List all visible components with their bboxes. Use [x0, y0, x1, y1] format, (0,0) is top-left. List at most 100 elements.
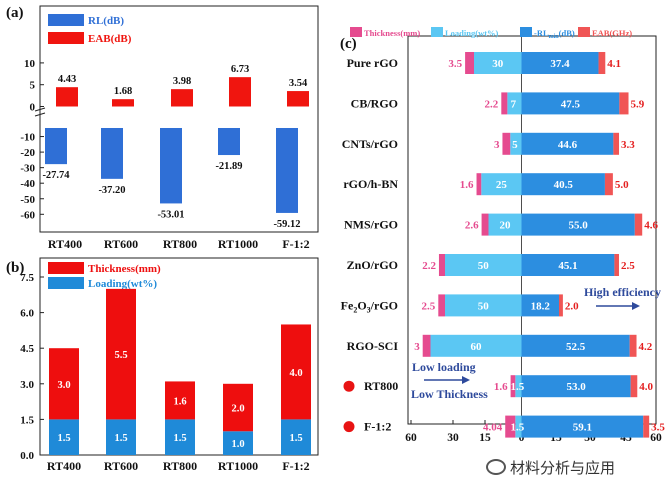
thickness-value-label: 2.2	[485, 98, 499, 110]
y-tick-label: -60	[20, 209, 35, 221]
rl-value-label: 53.0	[566, 381, 586, 393]
loading-bar	[281, 419, 311, 455]
x-tick-label: 30	[447, 432, 459, 444]
eab-value-label: 3.54	[289, 78, 308, 89]
rl-value-label: 59.1	[573, 422, 592, 434]
loading-bar	[445, 254, 522, 276]
loading-value-label: 25	[496, 179, 508, 191]
loading-value-label: 1.5	[511, 422, 525, 434]
x-tick-label: F-1:2	[282, 237, 309, 251]
thickness-value-label: 2.2	[422, 260, 436, 272]
x-tick-label: 15	[479, 432, 491, 444]
axis-break-mark	[34, 107, 46, 112]
thickness-value-label: 2.6	[465, 220, 479, 232]
y-tick-label: 3.0	[20, 379, 34, 391]
thickness-bar	[502, 132, 511, 155]
x-tick-label: 0	[519, 432, 525, 444]
thickness-bar	[438, 254, 445, 276]
thickness-bar	[165, 381, 195, 420]
legend-rl-main: -RL	[534, 28, 549, 38]
legend-label: EAB(GHz)	[592, 28, 632, 38]
thickness-value-label: 1.6	[173, 396, 186, 407]
thickness-value-label: 1.6	[460, 179, 474, 191]
thickness-bar	[505, 415, 516, 438]
annotation-high-efficiency: High efficiency	[584, 285, 661, 299]
rl-value-label: 40.5	[554, 179, 574, 191]
thickness-value-label: 3.0	[57, 380, 70, 391]
x-tick-label: RT400	[47, 459, 81, 473]
y-tick-label: 7.5	[20, 272, 34, 284]
highlight-dot	[343, 421, 355, 433]
eab-bar	[604, 173, 613, 196]
eab-value-label: 4.2	[639, 341, 653, 353]
rl-bar	[218, 127, 240, 156]
legend-loading-swatch	[431, 27, 443, 37]
rl-bar	[160, 127, 182, 204]
thickness-bar	[106, 288, 136, 420]
material-label-part: 2	[353, 305, 357, 314]
legend-eab-swatch	[578, 27, 590, 37]
material-label-part: /rGO	[370, 298, 398, 312]
thickness-bar	[476, 173, 482, 196]
annotation-low-thickness: Low Thickness	[411, 387, 488, 401]
eab-bar	[558, 294, 563, 317]
loading-value-label: 50	[478, 260, 490, 272]
rl-value-label: 55.0	[569, 220, 589, 232]
x-tick-label: RT800	[163, 459, 197, 473]
thickness-bar	[438, 294, 445, 317]
material-label: RGO-SCI	[347, 339, 399, 353]
plot-frame	[39, 5, 319, 233]
thickness-bar	[422, 334, 431, 357]
material-label: RT800	[364, 379, 398, 393]
eab-value-label: 4.1	[607, 58, 621, 70]
loading-value-label: 60	[471, 341, 483, 353]
panel-c: (c) Thickness(mm) Loading(wt%) -RLmin(dB) EA…	[340, 27, 665, 444]
y-tick-label: -30	[20, 163, 35, 175]
loading-value-label: 1.0	[231, 439, 244, 450]
y-tick-label: -10	[20, 132, 35, 144]
eab-value-label: 5.9	[631, 98, 645, 110]
eab-bar	[598, 52, 606, 74]
panel-label: (a)	[6, 5, 24, 21]
thickness-value-label: 3	[414, 341, 420, 353]
eab-bar	[56, 87, 78, 107]
legend-rl-unit: (dB)	[559, 28, 575, 38]
panel-label: (b)	[6, 260, 24, 276]
loading-bar	[507, 92, 522, 115]
thickness-bar	[481, 213, 489, 236]
material-label-part: Fe	[341, 298, 354, 312]
arrowhead-low-loading	[462, 376, 470, 384]
x-tick-label: RT1000	[218, 237, 258, 251]
loading-value-label: 7	[511, 98, 517, 110]
rl-value-label: -37.20	[98, 185, 125, 196]
thickness-value-label: 3.5	[448, 58, 462, 70]
loading-bar	[165, 419, 195, 455]
thickness-bar	[465, 52, 474, 74]
eab-value-label: 3.98	[173, 76, 191, 87]
watermark-text: 材料分析与应用	[510, 458, 616, 477]
rl-bar	[521, 213, 635, 236]
wechat-icon	[486, 459, 506, 475]
eab-bar	[619, 92, 629, 115]
loading-bar	[515, 415, 522, 438]
highlight-dot	[343, 380, 355, 392]
loading-value-label: 1.5	[511, 381, 525, 393]
loading-value-label: 20	[500, 220, 512, 232]
rl-bar	[521, 92, 620, 115]
rl-value-label: -53.01	[157, 209, 184, 220]
material-label: NMS/rGO	[344, 218, 398, 232]
y-tick-label: 1.5	[20, 414, 34, 426]
legend-swatch	[48, 262, 84, 274]
eab-bar	[112, 99, 134, 107]
legend-rl-swatch	[520, 27, 532, 37]
loading-value-label: 5	[512, 139, 518, 151]
loading-value-label: 1.5	[173, 433, 186, 444]
rl-bar	[521, 52, 599, 74]
y-tick-label: -40	[20, 178, 35, 190]
material-label-part: 3	[367, 305, 371, 314]
legend-label: Thickness(mm)	[364, 28, 420, 38]
legend-swatch	[48, 277, 84, 289]
loading-bar	[488, 213, 522, 236]
rl-value-label: 44.6	[558, 139, 578, 151]
